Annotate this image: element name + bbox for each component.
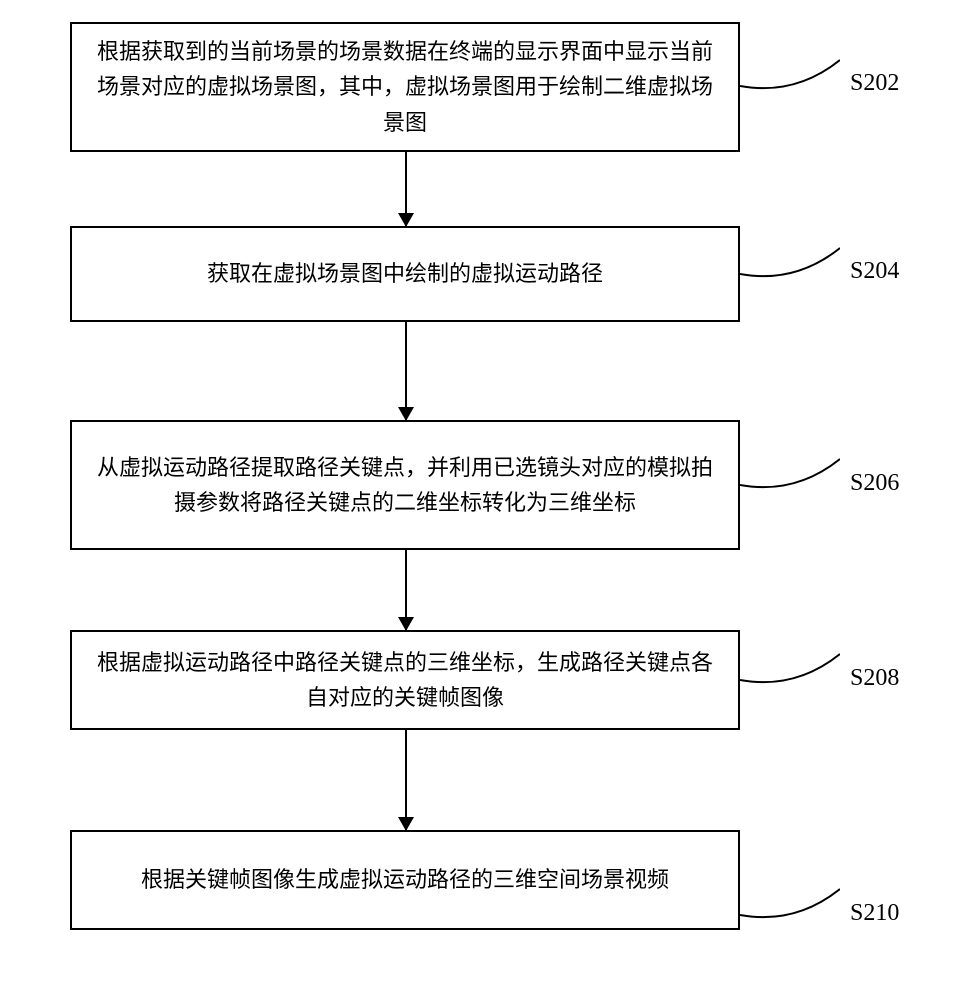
flow-node-text: 根据虚拟运动路径中路径关键点的三维坐标，生成路径关键点各自对应的关键帧图像 xyxy=(92,645,718,715)
arrow-n1-n2 xyxy=(405,152,407,226)
step-label-S202: S202 xyxy=(850,70,899,97)
flow-node-n3: 从虚拟运动路径提取路径关键点，并利用已选镜头对应的模拟拍摄参数将路径关键点的二维… xyxy=(70,420,740,550)
step-label-S210: S210 xyxy=(850,900,899,927)
flow-node-n1: 根据获取到的当前场景的场景数据在终端的显示界面中显示当前场景对应的虚拟场景图，其… xyxy=(70,22,740,152)
flow-node-text: 根据关键帧图像生成虚拟运动路径的三维空间场景视频 xyxy=(141,862,669,897)
connector-n1 xyxy=(740,50,840,96)
flow-node-text: 从虚拟运动路径提取路径关键点，并利用已选镜头对应的模拟拍摄参数将路径关键点的二维… xyxy=(92,450,718,520)
arrow-n3-n4 xyxy=(405,550,407,630)
connector-n2 xyxy=(740,238,840,284)
arrow-n4-n5 xyxy=(405,730,407,830)
step-label-S204: S204 xyxy=(850,258,899,285)
flow-node-n5: 根据关键帧图像生成虚拟运动路径的三维空间场景视频 xyxy=(70,830,740,930)
connector-n5 xyxy=(740,879,840,925)
flow-node-text: 根据获取到的当前场景的场景数据在终端的显示界面中显示当前场景对应的虚拟场景图，其… xyxy=(92,34,718,140)
flowchart-container: 根据获取到的当前场景的场景数据在终端的显示界面中显示当前场景对应的虚拟场景图，其… xyxy=(0,0,974,1000)
connector-n3 xyxy=(740,449,840,495)
flow-node-text: 获取在虚拟场景图中绘制的虚拟运动路径 xyxy=(207,256,603,291)
connector-n4 xyxy=(740,644,840,690)
flow-node-n4: 根据虚拟运动路径中路径关键点的三维坐标，生成路径关键点各自对应的关键帧图像 xyxy=(70,630,740,730)
arrow-n2-n3 xyxy=(405,322,407,420)
step-label-S206: S206 xyxy=(850,470,899,497)
step-label-S208: S208 xyxy=(850,665,899,692)
flow-node-n2: 获取在虚拟场景图中绘制的虚拟运动路径 xyxy=(70,226,740,322)
